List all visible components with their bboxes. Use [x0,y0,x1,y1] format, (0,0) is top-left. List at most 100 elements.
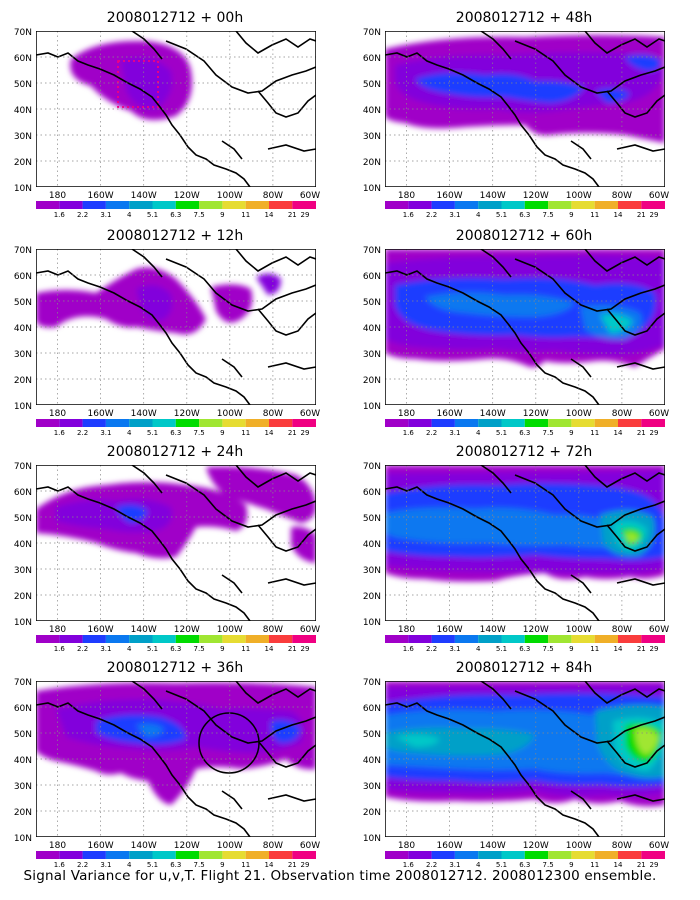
x-tick-label: 140W [131,409,157,419]
y-tick-label: 40N [363,540,381,550]
colorbar-label: 3.1 [449,429,460,437]
colorbar-label: 4 [127,429,132,437]
x-tick-label: 180 [398,409,415,419]
colorbar-label: 21 [637,861,646,869]
gridlines [385,465,665,621]
colorbar-label: 6.3 [519,429,530,437]
y-axis-labels: 70N 60N 50N 40N 30N 20N 10N [363,28,381,194]
variance-field [36,682,316,805]
colorbar-label: 6.3 [170,211,181,219]
y-tick-label: 10N [363,834,381,844]
colorbar-label: 1.6 [54,211,66,219]
x-tick-label: 140W [480,625,506,635]
colorbar-label: 1.6 [403,211,415,219]
colorbar: 1.6 2.2 3.1 4 5.1 6.3 7.5 9 11 14 21 29 [385,635,665,653]
y-tick-label: 50N [363,80,381,90]
colorbar-label: 9 [569,861,573,869]
y-tick-label: 50N [14,298,32,308]
coastline [385,31,665,187]
colorbar-label: 4 [476,429,481,437]
x-tick-label: 180 [398,841,415,851]
x-axis-labels: 180 160W 140W 120W 100W 80W 60W [49,409,320,419]
colorbar-label: 9 [220,861,224,869]
y-tick-label: 30N [14,566,32,576]
y-tick-label: 60N [363,54,381,64]
colorbar-label: 21 [637,211,646,219]
y-tick-label: 50N [363,298,381,308]
variance-field [385,681,665,807]
colorbar-label: 29 [301,645,310,653]
colorbar-label: 21 [288,429,297,437]
colorbar-label: 11 [590,211,599,219]
x-tick-label: 100W [566,841,592,851]
x-tick-label: 140W [131,191,157,201]
colorbar-label: 1.6 [54,861,66,869]
y-tick-label: 60N [363,488,381,498]
y-tick-label: 30N [363,566,381,576]
colorbar-label: 14 [614,211,623,219]
x-tick-label: 160W [437,409,463,419]
x-tick-label: 60W [649,625,669,635]
y-tick-label: 30N [363,132,381,142]
y-tick-label: 40N [363,756,381,766]
x-tick-label: 100W [217,191,243,201]
colorbar-label: 21 [637,429,646,437]
y-tick-label: 60N [14,488,32,498]
colorbar-label: 11 [590,645,599,653]
colorbar-label: 6.3 [519,211,530,219]
colorbar: 1.6 2.2 3.1 4 5.1 6.3 7.5 9 11 14 21 29 [36,635,316,653]
x-tick-label: 80W [612,841,632,851]
colorbar: 1.6 2.2 3.1 4 5.1 6.3 7.5 9 11 14 21 29 [36,419,316,437]
panel-84h: 2008012712 + 84h [363,660,669,869]
x-tick-label: 60W [649,191,669,201]
y-tick-label: 70N [363,28,381,38]
map-60h [385,249,665,405]
x-axis-labels: 180 160W 140W 120W 100W 80W 60W [398,191,669,201]
y-tick-label: 10N [363,402,381,412]
x-tick-label: 120W [174,191,200,201]
y-tick-label: 30N [14,132,32,142]
x-tick-label: 60W [300,841,320,851]
colorbar-label: 9 [569,211,573,219]
y-tick-label: 40N [14,756,32,766]
x-tick-label: 60W [300,409,320,419]
colorbar-label: 21 [637,645,646,653]
colorbar-label: 2.2 [426,429,437,437]
colorbar-label: 5.1 [147,429,158,437]
panel-60h: 2008012712 + 60h [363,228,669,437]
colorbar-label: 6.3 [170,861,181,869]
y-tick-label: 10N [363,184,381,194]
x-tick-label: 120W [174,625,200,635]
y-tick-label: 40N [14,106,32,116]
gridlines [36,465,316,621]
x-tick-label: 60W [300,191,320,201]
variance-field [385,35,665,143]
y-tick-label: 50N [14,730,32,740]
panel-title: 2008012712 + 24h [107,444,243,460]
colorbar-label: 11 [241,429,250,437]
x-axis-labels: 180 160W 140W 120W 100W 80W 60W [49,841,320,851]
x-tick-label: 140W [131,841,157,851]
colorbar-label: 6.3 [170,429,181,437]
variance-field [385,249,665,368]
colorbar-label: 7.5 [194,861,205,869]
colorbar-label: 7.5 [194,211,205,219]
colorbar-label: 1.6 [403,645,415,653]
x-tick-label: 160W [88,191,114,201]
gridlines [385,681,665,837]
colorbar-label: 7.5 [543,429,554,437]
x-tick-label: 180 [49,191,66,201]
x-tick-label: 80W [263,841,283,851]
colorbar-label: 11 [241,861,250,869]
y-tick-label: 20N [14,376,32,386]
x-tick-label: 60W [649,841,669,851]
x-tick-label: 160W [437,625,463,635]
variance-field [36,267,281,335]
colorbar-label: 4 [127,861,132,869]
y-axis-labels: 70N 60N 50N 40N 30N 20N 10N [14,462,32,628]
y-tick-label: 30N [14,350,32,360]
map-84h [385,681,665,837]
colorbar-label: 5.1 [496,645,507,653]
colorbar-label: 5.1 [496,429,507,437]
x-tick-label: 80W [263,191,283,201]
